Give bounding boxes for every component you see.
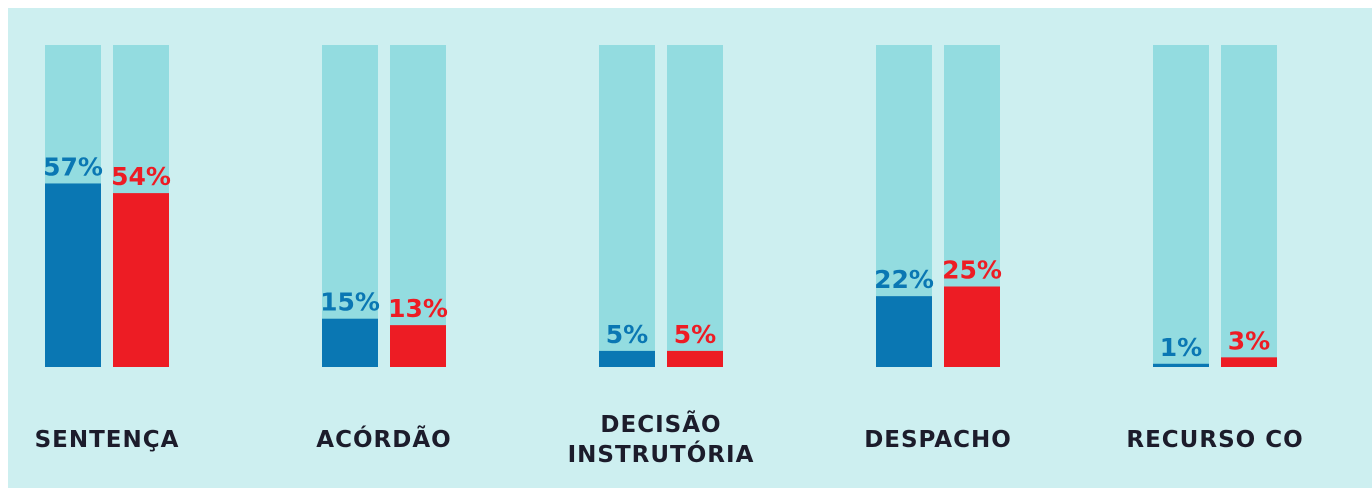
bar	[45, 183, 101, 367]
bar	[944, 286, 1000, 367]
category-label: ACÓRDÃO	[316, 427, 452, 453]
category-label: RECURSO CO	[1126, 427, 1304, 453]
value-label: 1%	[1160, 333, 1202, 362]
bar	[1153, 363, 1209, 367]
category-label: SENTENÇA	[34, 427, 180, 453]
bar-track	[599, 45, 655, 367]
bar	[1221, 357, 1277, 367]
bar	[599, 350, 655, 367]
bar	[113, 193, 169, 367]
value-label: 5%	[606, 320, 648, 349]
value-label: 5%	[674, 320, 716, 349]
bar	[390, 325, 446, 367]
bar-track	[1221, 45, 1277, 367]
value-label: 13%	[388, 294, 448, 323]
value-label: 57%	[43, 152, 103, 181]
category-label: DESPACHO	[864, 427, 1012, 453]
value-label: 3%	[1228, 326, 1270, 355]
value-label: 22%	[874, 265, 934, 294]
bar-track	[390, 45, 446, 367]
value-label: 54%	[111, 162, 171, 191]
bar-track	[667, 45, 723, 367]
bar-track	[322, 45, 378, 367]
bar	[322, 318, 378, 367]
value-label: 25%	[942, 256, 1002, 285]
category-label: DECISÃO INSTRUTÓRIA	[567, 412, 755, 468]
bar	[667, 350, 723, 367]
bar-track	[1153, 45, 1209, 367]
value-label: 15%	[320, 288, 380, 317]
bar	[876, 296, 932, 367]
